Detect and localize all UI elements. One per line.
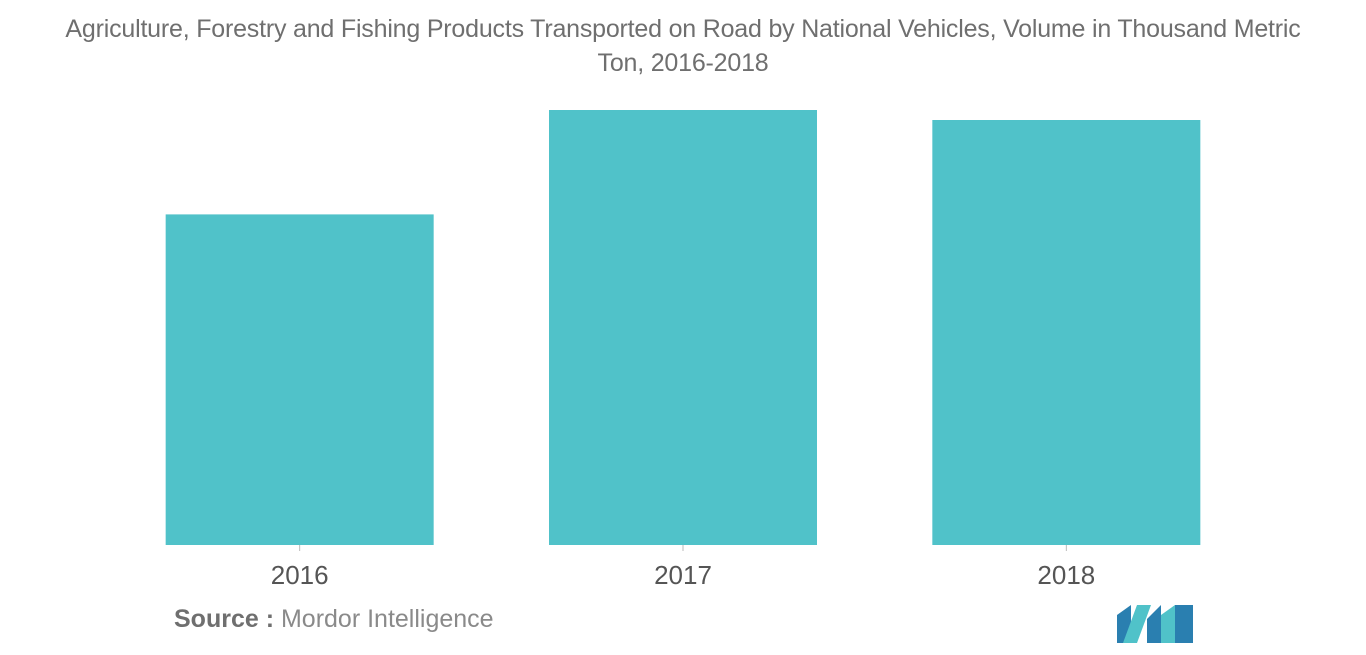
- source-credit: Source : Mordor Intelligence: [174, 605, 494, 634]
- mordor-intelligence-logo: [1117, 605, 1193, 643]
- bar-2016: [165, 214, 434, 545]
- chart-title-line-2: Ton, 2016-2018: [597, 49, 769, 77]
- source-text: Mordor Intelligence: [274, 605, 494, 633]
- source-label: Source :: [174, 605, 275, 633]
- x-tick-label-2018: 2018: [1037, 560, 1095, 590]
- logo-stroke-5: [1175, 605, 1193, 643]
- chart-title-line-1: Agriculture, Forestry and Fishing Produc…: [65, 15, 1301, 43]
- x-tick-label-2016: 2016: [271, 560, 329, 590]
- logo-stroke-3: [1147, 605, 1161, 643]
- logo-stroke-4: [1161, 605, 1175, 643]
- logo-stroke-2: [1123, 605, 1151, 643]
- bar-2018: [932, 120, 1201, 545]
- bar-2017: [549, 110, 817, 545]
- chart-title: Agriculture, Forestry and Fishing Produc…: [0, 12, 1366, 80]
- x-tick-label-2017: 2017: [654, 560, 712, 590]
